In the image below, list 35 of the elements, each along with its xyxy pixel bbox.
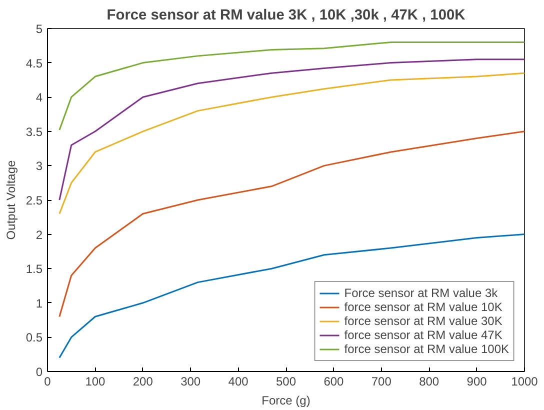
y-tick-label: 0: [36, 365, 43, 379]
y-tick-label: 2: [36, 228, 43, 242]
line-series: [58, 41, 524, 131]
y-tick-label: 3.5: [26, 124, 43, 139]
x-tick-label: 200: [132, 374, 154, 388]
y-tick-label: 4.5: [26, 56, 43, 70]
y-axis-title: Output Voltage: [4, 160, 18, 240]
x-axis-title: Force (g): [262, 394, 310, 408]
x-tick-label: 900: [466, 374, 488, 388]
y-tick-label: 1.5: [26, 262, 43, 276]
y-tick-label: 0.5: [26, 330, 43, 345]
legend-label: force sensor at RM value 10K: [344, 300, 502, 314]
y-tick-label: 2.5: [26, 194, 43, 208]
x-tick-label: 500: [276, 374, 296, 388]
legend-label: force sensor at RM value 100K: [344, 342, 509, 356]
x-tick-label: 700: [371, 374, 392, 388]
x-tick-label: 100: [85, 374, 106, 388]
x-tick-label: 0: [44, 374, 52, 388]
x-tick-label: 300: [180, 374, 201, 388]
legend-label: force sensor at RM value 30K: [344, 314, 502, 328]
line-series: [58, 130, 524, 318]
x-tick-label: 600: [324, 374, 344, 388]
x-tick-label: 1000: [511, 374, 538, 388]
line-series: [58, 234, 524, 359]
line-series: [58, 72, 524, 214]
y-tick-label: 1: [36, 296, 43, 310]
legend-label: Force sensor at RM value 3k: [344, 286, 498, 300]
legend-label: force sensor at RM value 47K: [344, 328, 502, 342]
y-tick-label: 5: [36, 22, 43, 36]
y-tick-label: 4: [36, 90, 43, 105]
x-tick-label: 800: [419, 374, 440, 388]
y-tick-label: 3: [36, 159, 43, 174]
x-tick-label: 400: [228, 374, 249, 388]
line-series: [58, 58, 524, 201]
chart-title: Force sensor at RM value 3K , 10K ,30k , 47K , 100K: [106, 8, 466, 24]
